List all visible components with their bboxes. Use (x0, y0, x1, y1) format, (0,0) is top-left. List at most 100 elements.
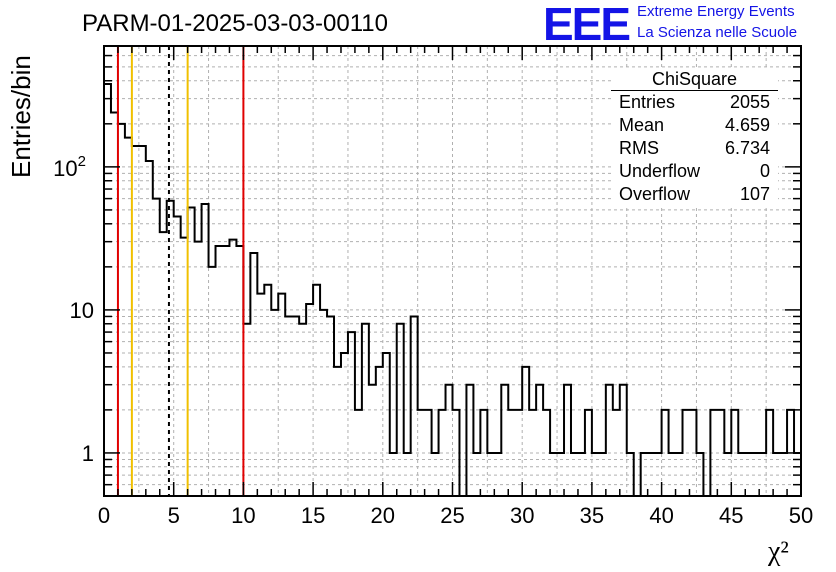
histogram-bin (487, 453, 494, 496)
histogram-bin (104, 84, 111, 496)
histogram-bin (766, 410, 773, 496)
histogram-bin (550, 453, 557, 496)
histogram-bin (327, 316, 334, 496)
histogram-bin (780, 453, 787, 496)
histogram-bin (341, 353, 348, 496)
histogram-bin (355, 410, 362, 496)
histogram-bin (466, 385, 473, 496)
stats-row-overflow: Overflow 107 (611, 183, 778, 206)
histogram-bin (439, 410, 446, 496)
histogram-bin (648, 453, 655, 496)
stats-label: Overflow (619, 184, 691, 204)
logo-text-line1: Extreme Energy Events (637, 3, 795, 20)
histogram-bin (425, 410, 432, 496)
stats-row-underflow: Underflow 0 (611, 160, 778, 183)
histogram-bin (243, 324, 250, 496)
histogram-bin (522, 367, 529, 496)
histogram-bin (313, 285, 320, 496)
histogram-bin (139, 146, 146, 496)
x-tick-label: 40 (649, 503, 673, 528)
stats-row-entries: Entries 2055 (611, 91, 778, 114)
histogram-bin (320, 310, 327, 496)
stats-value: 107 (739, 184, 770, 204)
stats-box: ChiSquare Entries 2055 Mean 4.659 RMS 6.… (611, 68, 778, 208)
histogram-bin (125, 138, 132, 496)
stats-value: 0 (759, 161, 770, 181)
stats-label: RMS (619, 138, 659, 158)
y-tick-label: 1 (82, 441, 94, 466)
histogram-bin (731, 410, 738, 496)
histogram-bin (613, 410, 620, 496)
x-tick-label: 0 (98, 503, 110, 528)
histogram-bin (160, 232, 167, 496)
histogram-bin (683, 410, 690, 496)
reference-lines (116, 46, 245, 496)
histogram-bin (174, 216, 181, 496)
eee-logo: EEE (543, 0, 631, 46)
histogram-bin (167, 201, 174, 496)
histogram-bin (578, 453, 585, 496)
histogram-bin (195, 242, 202, 496)
histogram-bin (696, 453, 703, 496)
histogram-bin (627, 453, 634, 496)
histogram-bin (724, 453, 731, 496)
histogram-bin (278, 294, 285, 496)
x-tick-label: 45 (719, 503, 743, 528)
histogram-bin (592, 453, 599, 496)
histogram-bin (473, 453, 480, 496)
histogram-bin (432, 453, 439, 496)
histogram-bin (229, 240, 236, 496)
histogram-bin (264, 285, 271, 496)
histogram-bin (662, 410, 669, 496)
histogram-bin (209, 267, 216, 496)
histogram-bars (103, 82, 802, 497)
stats-row-mean: Mean 4.659 (611, 114, 778, 137)
axes (103, 45, 802, 497)
histogram-bin (453, 410, 460, 496)
histogram-bin (745, 453, 752, 496)
x-tick-label: 30 (510, 503, 534, 528)
histogram-bin (738, 453, 745, 496)
histogram-bin (501, 385, 508, 496)
stats-value: 2055 (729, 92, 770, 112)
histogram-bin (250, 253, 257, 496)
histogram-bin (411, 316, 418, 496)
histogram-bin (676, 453, 683, 496)
histogram-bin (285, 316, 292, 496)
x-tick-label: 20 (371, 503, 395, 528)
x-tick-label: 10 (231, 503, 255, 528)
histogram-bin (362, 324, 369, 496)
x-tick-label: 5 (168, 503, 180, 528)
histogram-bin (376, 367, 383, 496)
histogram-bin (641, 453, 648, 496)
logo-text-line2: La Scienza nelle Scuole (637, 24, 798, 41)
histogram-bin (620, 385, 627, 496)
histogram-bin (418, 410, 425, 496)
x-tick-label: 25 (440, 503, 464, 528)
histogram-bin (494, 453, 501, 496)
histogram-bin (515, 410, 522, 496)
histogram-bin (132, 146, 139, 496)
histogram-bin (369, 385, 376, 496)
histogram-bin (348, 332, 355, 496)
histogram-bin (181, 238, 188, 496)
histogram-bin (710, 410, 717, 496)
histogram-bin (536, 385, 543, 496)
stats-label: Mean (619, 115, 665, 135)
histogram-bin (216, 246, 223, 496)
histogram-bin (585, 410, 592, 496)
histogram-bin (257, 294, 264, 496)
histogram-bin (606, 385, 613, 496)
stats-label: Underflow (619, 161, 701, 181)
histogram-bin (111, 112, 118, 496)
histogram-bin (529, 410, 536, 496)
x-tick-label: 35 (580, 503, 604, 528)
histogram-bin (564, 385, 571, 496)
histogram-bin (292, 316, 299, 496)
stats-row-rms: RMS 6.734 (611, 137, 778, 160)
stats-title: ChiSquare (611, 68, 778, 91)
histogram-bin (236, 246, 243, 496)
histogram-bin (390, 453, 397, 496)
histogram-bin (299, 324, 306, 496)
